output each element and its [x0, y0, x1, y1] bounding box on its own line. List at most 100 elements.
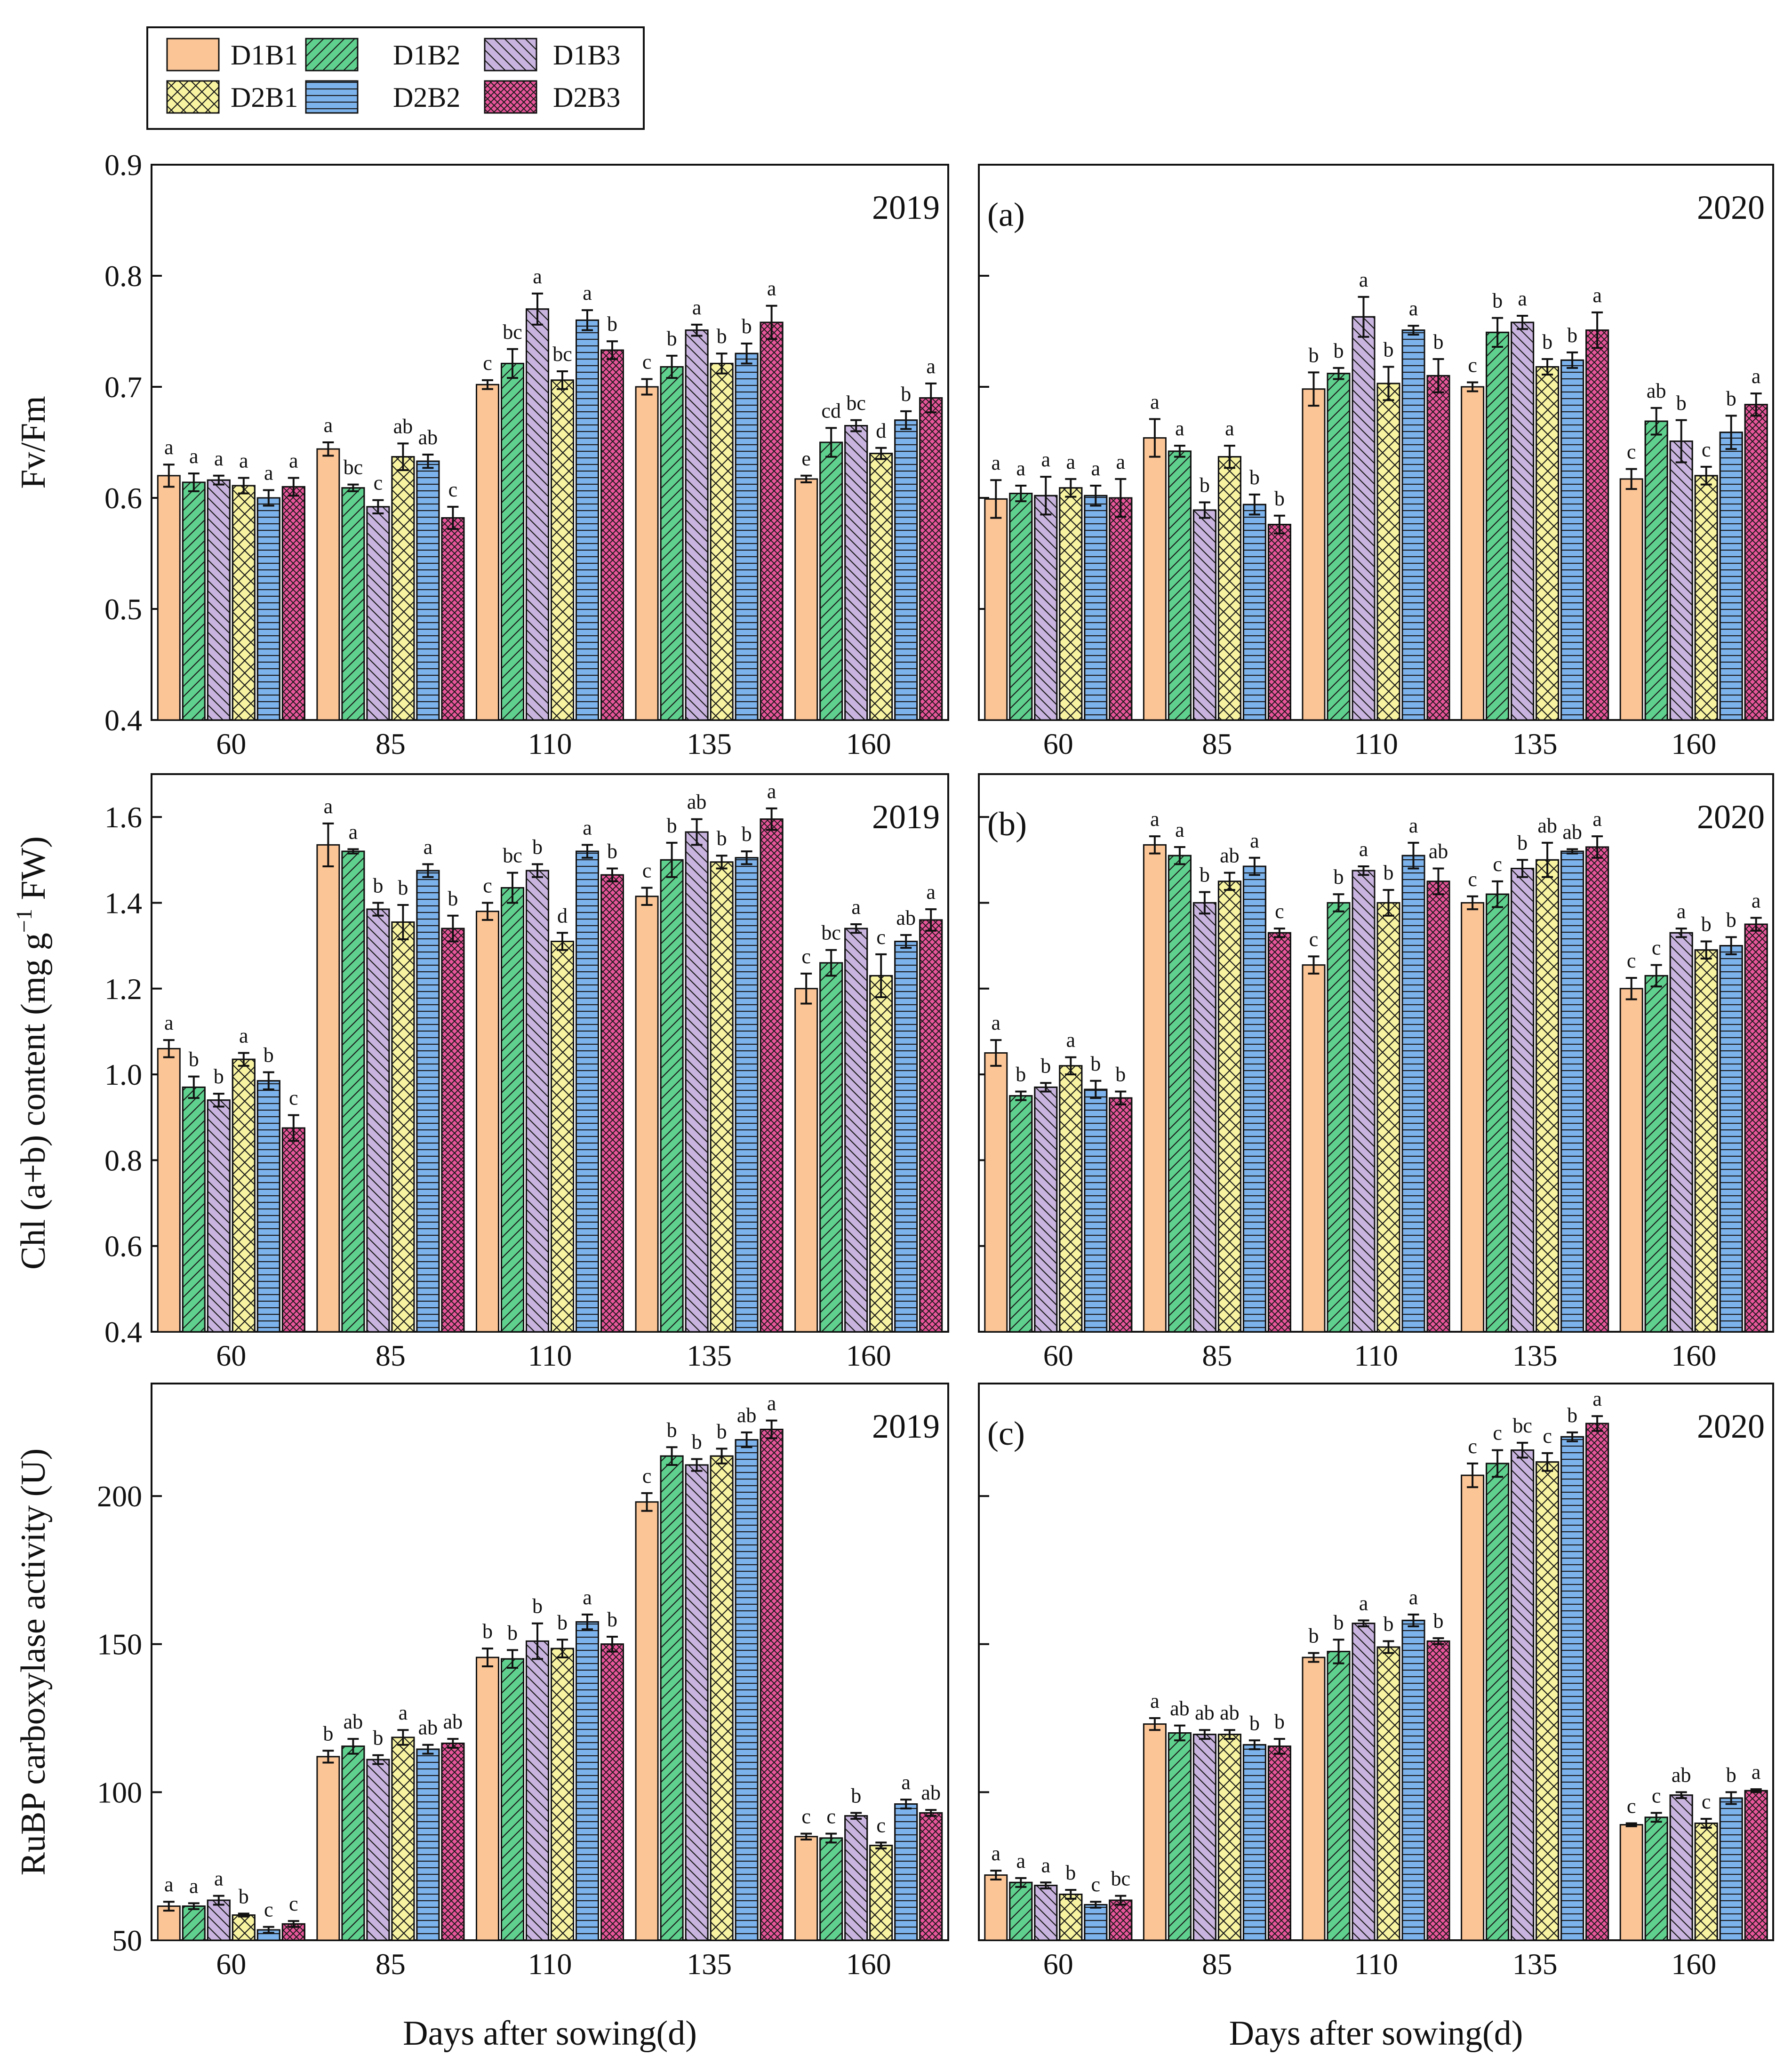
- bar-pattern: [391, 921, 415, 1333]
- bar-group: a: [281, 449, 305, 721]
- bar-pattern: [207, 479, 231, 721]
- x-tick-label: 85: [1202, 1947, 1232, 1981]
- significance-label: c: [642, 859, 652, 882]
- bar-pattern: [1352, 1623, 1376, 1941]
- x-tick-label: 60: [1043, 1339, 1073, 1372]
- bar-d1b1: [316, 1756, 340, 1941]
- significance-label: a: [289, 449, 298, 472]
- bar-d1b1: [794, 988, 818, 1333]
- bar-pattern: [441, 928, 465, 1333]
- significance-label: ab: [1170, 1697, 1190, 1720]
- bar-group: b: [735, 823, 759, 1333]
- significance-label: b: [323, 1722, 333, 1745]
- bar-pattern: [281, 1127, 305, 1333]
- bar-group: b: [1059, 1861, 1083, 1941]
- bar-pattern: [1536, 1461, 1560, 1941]
- x-tick-label: 110: [528, 1339, 572, 1372]
- bar-group: a: [232, 1024, 256, 1333]
- bar-d1b1: [1302, 964, 1326, 1333]
- significance-label: ab: [1195, 1701, 1215, 1724]
- significance-label: c: [1702, 1790, 1711, 1813]
- significance-label: b: [717, 325, 727, 348]
- significance-label: b: [742, 315, 752, 338]
- significance-label: a: [1150, 1689, 1160, 1712]
- bar-group: a: [1352, 1592, 1376, 1941]
- bar-pattern: [1376, 1646, 1400, 1941]
- bar-group: b: [207, 1065, 231, 1333]
- bar-pattern: [1109, 1097, 1133, 1333]
- bar-pattern: [735, 857, 759, 1333]
- significance-label: ab: [737, 1404, 757, 1427]
- bar-group: b: [685, 1430, 709, 1941]
- legend-item-d1b1: D1B1: [166, 38, 298, 72]
- bar-group: a: [1168, 818, 1192, 1333]
- bar-group: b: [551, 1611, 574, 1941]
- panel-fvfm-2019: 0.4 0.5 0.6 0.7 0.8 0.9 Fv/Fm 2019 60 85 110 135 160…: [14, 148, 949, 760]
- x-tick-label: 110: [1354, 727, 1398, 760]
- significance-label: c: [1627, 440, 1636, 464]
- bar-group: c: [1644, 1784, 1668, 1941]
- bar-pattern: [1401, 855, 1425, 1333]
- bar-pattern: [1059, 1065, 1083, 1333]
- significance-label: a: [992, 451, 1001, 474]
- bar-group: b: [526, 1595, 549, 1941]
- bar-d1b1: [1619, 478, 1643, 721]
- significance-label: ab: [1647, 379, 1666, 402]
- bar-group: a: [685, 296, 709, 721]
- significance-label: b: [1115, 1063, 1126, 1086]
- significance-label: a: [926, 355, 936, 378]
- bar-pattern: [1009, 1095, 1033, 1333]
- bar-d1b1: [476, 911, 499, 1333]
- x-tick-label: 160: [846, 727, 891, 760]
- significance-label: b: [1334, 339, 1344, 362]
- bar-group: b: [660, 814, 684, 1333]
- significance-label: e: [801, 447, 811, 470]
- significance-label: c: [1627, 949, 1636, 972]
- bar-group: a: [207, 1867, 231, 1941]
- x-tick-label: 135: [1512, 727, 1558, 760]
- bar-group: b: [1084, 1052, 1108, 1333]
- significance-label: b: [482, 1620, 493, 1643]
- bar-pattern: [600, 349, 624, 721]
- significance-label: c: [1468, 354, 1477, 377]
- bar-pattern: [919, 397, 943, 721]
- bar-pattern: [526, 1640, 549, 1941]
- bar-d1b1: [635, 386, 659, 721]
- bar-pattern: [1644, 1816, 1668, 1941]
- significance-label: b: [1384, 1612, 1394, 1635]
- x-tick-label: 85: [1202, 727, 1232, 760]
- bar-group: c: [256, 1898, 280, 1941]
- bar-group: ab: [1192, 1701, 1216, 1941]
- bar-group: c: [1461, 868, 1485, 1333]
- bar-group: a: [207, 447, 231, 721]
- significance-label: a: [189, 1874, 199, 1897]
- bar-group: a: [416, 835, 440, 1333]
- y-tick-label: 100: [97, 1776, 142, 1809]
- significance-label: b: [1040, 1054, 1051, 1077]
- bar-pattern: [207, 1899, 231, 1941]
- significance-label: c: [1493, 1422, 1502, 1445]
- bar-pattern: [1327, 373, 1351, 721]
- bar-group: c: [366, 472, 390, 721]
- significance-label: a: [583, 1586, 592, 1609]
- significance-label: b: [607, 312, 617, 336]
- bar-pattern: [441, 517, 465, 721]
- bar-pattern: [232, 1914, 256, 1941]
- bar-pattern: [576, 850, 599, 1333]
- bar-pattern: [1536, 859, 1560, 1333]
- bar-pattern: [1084, 495, 1108, 721]
- bar-pattern: [1084, 1904, 1108, 1941]
- bar-group: a: [1669, 900, 1693, 1333]
- y-tick-label: 1.6: [104, 800, 142, 834]
- panel-chl-2019: 0.4 0.6 0.8 1.0 1.2 1.4 1.6 Chl (a+b) content (…: [12, 773, 949, 1372]
- bar-group: c: [281, 1892, 305, 1941]
- legend-swatch-pattern: [166, 80, 220, 114]
- bar-group: a: [1143, 1689, 1167, 1941]
- bar-pattern: [366, 1759, 390, 1941]
- bar-pattern: [526, 308, 549, 721]
- bar-pattern: [1327, 1650, 1351, 1941]
- bar-group: c: [1302, 928, 1326, 1333]
- significance-label: b: [607, 840, 617, 863]
- significance-label: b: [1249, 1712, 1260, 1735]
